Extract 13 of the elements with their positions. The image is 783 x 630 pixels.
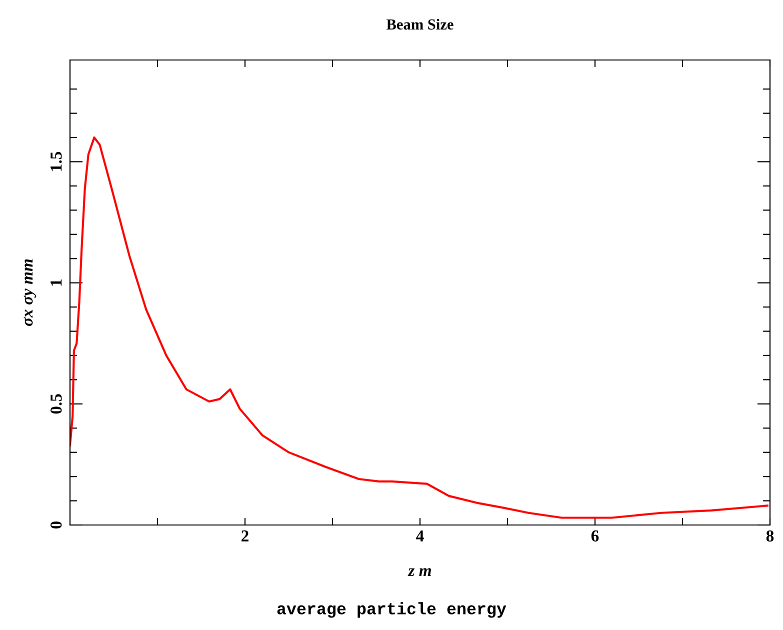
x-axis-title: z m <box>408 568 432 576</box>
x-tick-label: 6 <box>591 530 599 542</box>
line-series <box>70 136 768 519</box>
text: average particle energy <box>277 602 506 618</box>
y-tick-label: 0.5 <box>50 394 62 414</box>
y-tick-label: 1 <box>50 280 62 286</box>
y-axis-title: σx σy mm <box>24 259 36 326</box>
chart-title: Beam Size <box>386 18 454 30</box>
y-tick-label: 1.5 <box>50 152 62 171</box>
y-tick-label: 0 <box>50 521 62 529</box>
x-tick-label: 8 <box>766 530 774 542</box>
x-tick-label: 4 <box>416 530 424 542</box>
x-tick-label: 2 <box>242 530 248 542</box>
